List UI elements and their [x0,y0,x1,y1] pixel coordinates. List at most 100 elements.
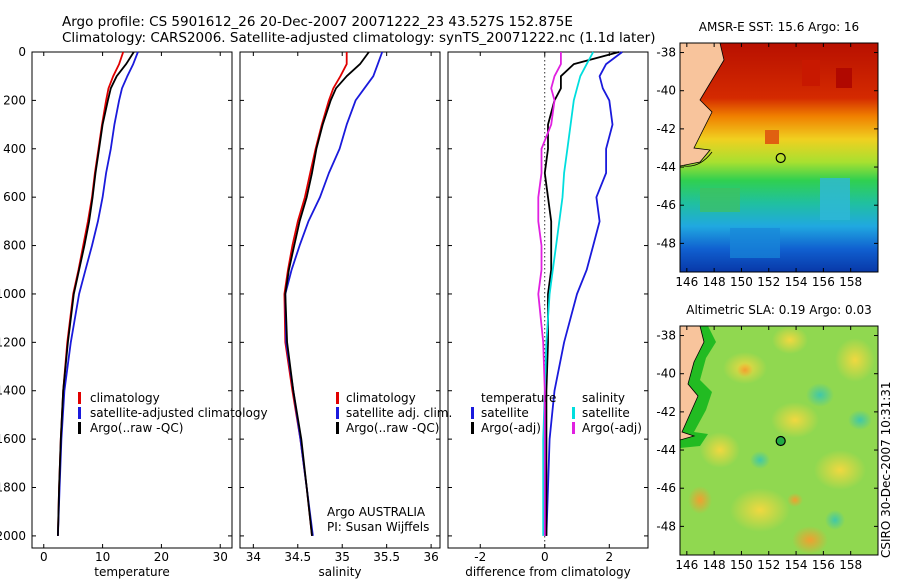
series-line-temperature-satellite [545,51,623,536]
legend-label-satellite: satellite adj. clim. [346,406,452,420]
y-tick-label: -40 [656,367,676,381]
legend-heading-salinity: salinity [582,391,625,405]
legend-swatch-salinity-satellite [572,407,575,419]
y-tick-label: 1000 [0,287,26,301]
legend-swatch-satellite [78,407,81,419]
y-tick-label: 1600 [0,432,26,446]
legend-swatch-salinity-argo [572,422,575,434]
x-tick-label: 30 [213,550,228,564]
x-tick-label: 35 [335,550,350,564]
x-tick-label: 35.5 [373,550,400,564]
temperature-profile-panel: 0 200 400 600 800 1000 1200 1400 1600 1800 2000 0 10… [0,45,233,579]
legend-label-climatology: climatology [90,391,160,405]
series-line-argo-raw-qc- [57,51,135,536]
salinity-legend: climatology satellite adj. clim. Argo(..… [336,391,452,435]
sla-map-argo-marker [775,435,786,447]
series-line-salinity-argo-adj- [537,52,562,536]
credit-pi: PI: Susan Wijffels [327,520,429,534]
x-tick-label: 152 [757,275,780,289]
x-tick-label: 20 [154,550,169,564]
australia-coast-shape [680,326,705,441]
y-tick-label: -42 [656,405,676,419]
australia-coast-shape [680,43,725,167]
legend-label-climatology: climatology [346,391,416,405]
legend-swatch-satellite [336,407,339,419]
y-tick-label: -44 [656,160,676,174]
y-tick-label: -48 [656,236,676,250]
y-tick-label: -40 [656,84,676,98]
figure-title-line2: Climatology: CARS2006. Satellite-adjuste… [62,30,655,46]
sst-map-argo-marker [775,152,786,164]
x-tick-label: 0 [541,550,549,564]
sla-map-title: Altimetric SLA: 0.19 Argo: 0.03 [686,303,871,317]
y-tick-label: -38 [656,46,676,60]
x-tick-label: 36 [423,550,438,564]
x-tick-label: 10 [95,550,110,564]
legend-label-argo: Argo(..raw -QC) [90,421,183,435]
legend-label-argo: Argo(..raw -QC) [346,421,439,435]
y-tick-label: -48 [656,519,676,533]
x-tick-label: 148 [703,558,726,572]
x-tick-label: 156 [812,275,835,289]
x-tick-label: 158 [839,275,862,289]
series-line-argo-raw-qc- [284,51,370,536]
difference-legend: temperature satellite Argo(-adj) salinit… [471,391,642,435]
x-tick-label: 34.5 [284,550,311,564]
legend-label-temperature-satellite: satellite [481,406,529,420]
figure-title-line1: Argo profile: CS 5901612_26 20-Dec-2007 … [62,14,573,30]
y-tick-label: 1400 [0,384,26,398]
y-tick-label: -38 [656,329,676,343]
series-line-satellite-adjusted-climatology [57,51,139,536]
series-line-temperature-argo-adj- [543,51,620,536]
y-tick-label: 600 [3,190,26,204]
legend-label-salinity-satellite: satellite [582,406,630,420]
map-frame [679,42,879,273]
legend-label-satellite: satellite-adjusted climatology [90,406,268,420]
y-tick-label: -46 [656,481,676,495]
y-tick-label: 0 [18,45,26,59]
legend-swatch-temperature-satellite [471,407,474,419]
sst-map-title: AMSR-E SST: 15.6 Argo: 16 [699,20,859,34]
x-tick-label: 154 [785,558,808,572]
y-tick-label: 2000 [0,529,26,543]
x-axis-label: difference from climatology [465,565,631,579]
legend-swatch-temperature-argo [471,422,474,434]
y-tick-label: 200 [3,93,26,107]
sst-map-field [680,43,878,272]
y-tick-label: 1200 [0,335,26,349]
x-tick-label: 154 [785,275,808,289]
credit-csiro-timestamp: CSIRO 30-Dec-2007 10:31:31 [879,381,893,558]
x-tick-label: 2 [605,550,613,564]
legend-swatch-argo [336,422,339,434]
legend-swatch-climatology [336,392,339,404]
x-tick-label: 146 [675,275,698,289]
x-tick-label: 152 [757,558,780,572]
plot-frame [31,51,233,549]
temperature-legend: climatology satellite-adjusted climatolo… [78,391,268,435]
y-tick-label: 1800 [0,481,26,495]
x-axis-label: temperature [94,565,169,579]
y-tick-label: -46 [656,198,676,212]
y-tick-label: 400 [3,142,26,156]
salinity-profile-panel: 34 34.5 35 35.5 36 salinity [239,51,441,579]
y-tick-label: -42 [656,122,676,136]
legend-heading-temperature: temperature [481,391,556,405]
x-axis-label: salinity [318,565,361,579]
plot-frame [239,51,441,549]
sla-map-axes: 146 148 150 152 154 156 158 -38 -40 -42 -44 -46 -48 [656,325,879,572]
map-frame [679,325,879,556]
x-tick-label: 150 [730,275,753,289]
x-tick-label: 148 [703,275,726,289]
y-tick-label: 800 [3,239,26,253]
y-tick-label: -44 [656,443,676,457]
x-tick-label: 146 [675,558,698,572]
legend-swatch-climatology [78,392,81,404]
credit-argo-australia: Argo AUSTRALIA [327,505,426,519]
legend-label-salinity-argo: Argo(-adj) [582,421,642,435]
sst-map-axes: 146 148 150 152 154 156 158 -38 -40 -42 -44 -46 -48 [656,42,879,289]
x-tick-label: 156 [812,558,835,572]
x-tick-label: -2 [474,550,486,564]
x-tick-label: 0 [40,550,48,564]
